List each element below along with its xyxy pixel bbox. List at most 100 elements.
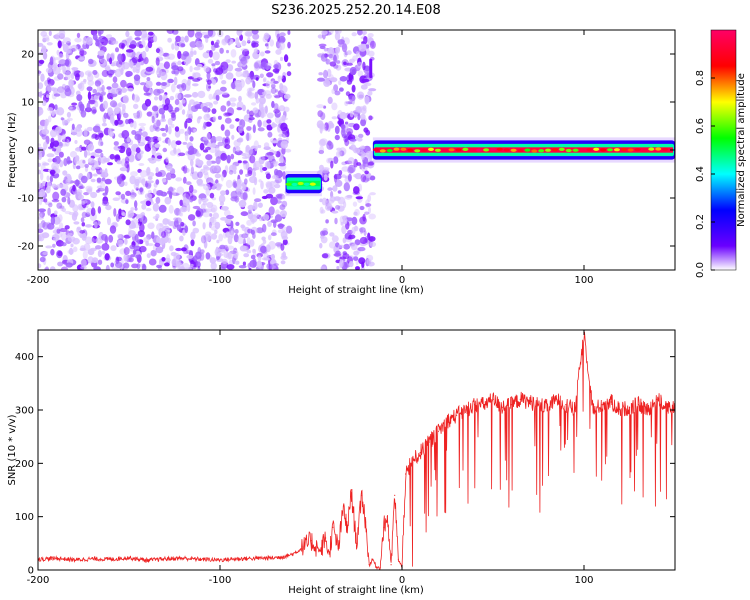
noise-blob xyxy=(272,68,280,73)
noise-blob xyxy=(38,82,44,90)
noise-blob xyxy=(220,217,228,221)
noise-blob xyxy=(353,148,361,154)
noise-blob xyxy=(230,230,234,239)
noise-blob xyxy=(331,102,338,111)
noise-blob xyxy=(123,112,129,119)
noise-blob xyxy=(38,70,42,74)
snr-data-point xyxy=(474,404,476,406)
noise-blob xyxy=(123,253,128,262)
noise-blob xyxy=(167,105,174,112)
noise-blob xyxy=(345,128,354,136)
noise-blob xyxy=(252,187,256,195)
noise-blob xyxy=(109,153,116,160)
noise-blob xyxy=(59,205,65,209)
noise-blob xyxy=(146,111,153,117)
spectrogram-marks xyxy=(38,30,675,270)
noise-blob xyxy=(43,198,48,203)
noise-blob xyxy=(43,141,48,150)
noise-blob xyxy=(362,61,366,71)
noise-blob xyxy=(275,209,280,216)
noise-blob xyxy=(156,155,163,160)
snr-data-point xyxy=(301,548,303,550)
noise-blob xyxy=(215,67,224,75)
noise-blob xyxy=(261,91,267,95)
noise-blob xyxy=(99,58,108,68)
noise-blob xyxy=(245,76,252,85)
noise-blob xyxy=(125,49,134,53)
noise-blob xyxy=(138,122,147,127)
noise-blob xyxy=(242,104,246,112)
noise-blob xyxy=(167,118,173,126)
noise-blob xyxy=(124,267,128,270)
noise-blob xyxy=(156,223,164,232)
noise-blob xyxy=(271,83,276,89)
noise-blob xyxy=(121,175,127,181)
y-tick-label: 100 xyxy=(15,512,34,523)
snr-data-point xyxy=(283,556,285,558)
noise-blob xyxy=(360,118,367,127)
noise-blob xyxy=(345,91,351,97)
noise-blob xyxy=(257,144,262,149)
noise-blob xyxy=(225,72,234,80)
noise-blob xyxy=(38,162,41,167)
noise-blob xyxy=(160,127,166,132)
noise-blob xyxy=(348,157,355,165)
noise-blob xyxy=(125,190,132,196)
noise-blob xyxy=(341,166,350,172)
noise-blob xyxy=(271,160,279,164)
noise-blob xyxy=(101,69,109,78)
noise-blob xyxy=(280,260,286,265)
noise-blob xyxy=(139,239,144,244)
noise-blob xyxy=(262,223,267,233)
noise-blob xyxy=(230,220,234,229)
noise-blob xyxy=(221,38,228,46)
noise-blob xyxy=(273,150,277,155)
noise-blob xyxy=(267,221,272,227)
noise-blob xyxy=(341,43,348,53)
noise-blob xyxy=(242,183,247,191)
noise-blob xyxy=(38,199,43,206)
noise-blob xyxy=(268,206,275,216)
noise-blob xyxy=(101,122,107,127)
snr-data-point xyxy=(547,406,549,408)
noise-blob xyxy=(58,214,63,223)
noise-blob xyxy=(70,72,75,80)
noise-blob xyxy=(171,83,176,93)
noise-blob xyxy=(348,261,354,268)
noise-blob xyxy=(74,156,80,165)
noise-blob xyxy=(96,157,101,162)
noise-blob xyxy=(130,254,136,258)
noise-blob xyxy=(187,108,193,118)
noise-blob xyxy=(337,39,345,45)
noise-blob xyxy=(212,165,220,173)
noise-blob xyxy=(363,36,368,44)
snr-marks xyxy=(38,331,675,570)
noise-blob xyxy=(76,165,81,170)
noise-blob xyxy=(241,40,247,47)
noise-blob xyxy=(94,148,103,154)
noise-blob xyxy=(224,209,231,217)
noise-blob xyxy=(260,180,264,190)
noise-blob xyxy=(75,73,80,81)
noise-blob xyxy=(112,221,118,226)
noise-blob xyxy=(237,236,245,244)
noise-blob xyxy=(249,155,256,164)
noise-blob xyxy=(136,111,141,119)
noise-blob xyxy=(42,34,50,41)
noise-blob xyxy=(118,215,122,220)
noise-blob xyxy=(168,221,176,227)
noise-blob xyxy=(369,192,376,196)
snr-x-ticks: -200 -100 0 100 xyxy=(27,330,594,586)
noise-blob xyxy=(244,178,248,185)
noise-blob xyxy=(235,145,241,152)
noise-blob xyxy=(110,245,117,252)
noise-blob xyxy=(139,263,143,267)
noise-blob xyxy=(262,35,268,43)
noise-blob xyxy=(56,49,60,56)
noise-blob xyxy=(143,56,149,65)
line-bead xyxy=(483,148,490,152)
noise-blob xyxy=(266,263,273,270)
noise-blob xyxy=(39,256,46,263)
noise-blob xyxy=(90,201,95,208)
noise-blob xyxy=(169,95,175,101)
